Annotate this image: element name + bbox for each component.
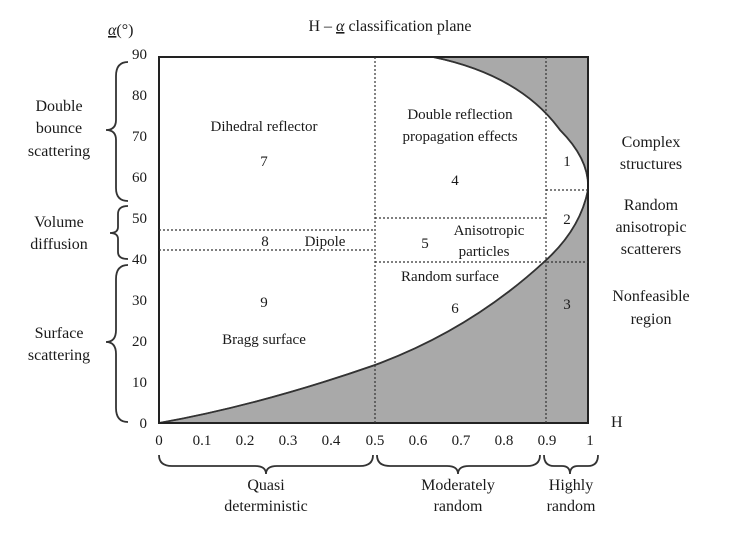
y-tick-30: 30 bbox=[132, 293, 147, 309]
zone-boundaries bbox=[159, 57, 588, 423]
brace-volume bbox=[109, 205, 129, 260]
moderate-line1: Moderately bbox=[421, 477, 495, 494]
diagram-title: H – α classification plane bbox=[308, 18, 471, 35]
volume-line1: Volume bbox=[34, 214, 83, 231]
left-braces bbox=[105, 61, 129, 423]
zone-6-name: Random surface bbox=[401, 269, 499, 285]
random-aniso-line2: anisotropic bbox=[615, 219, 686, 236]
y-tick-20: 20 bbox=[132, 334, 147, 350]
x-axis-label: H bbox=[611, 414, 623, 431]
bottom-group-labels: Quasi deterministic Moderately random Hi… bbox=[224, 477, 596, 515]
zone-8-name: Dipole bbox=[305, 234, 346, 250]
brace-moderate bbox=[376, 454, 541, 475]
x-tick-0-1: 0.1 bbox=[193, 433, 212, 449]
zone-7-number: 7 bbox=[260, 154, 268, 170]
zone-1-number: 1 bbox=[563, 154, 571, 170]
zone-4-number: 4 bbox=[451, 173, 459, 189]
volume-line2: diffusion bbox=[30, 236, 87, 253]
nonfeasible-region-shading bbox=[158, 56, 589, 424]
zone-4-line1: Double reflection bbox=[407, 107, 513, 123]
bottom-braces bbox=[158, 454, 599, 475]
x-tick-0-2: 0.2 bbox=[236, 433, 255, 449]
zone-6-number: 6 bbox=[451, 301, 459, 317]
surface-line2: scattering bbox=[28, 347, 90, 364]
y-axis-label: α(°) bbox=[108, 22, 133, 39]
y-tick-80: 80 bbox=[132, 88, 147, 104]
y-tick-90: 90 bbox=[132, 47, 147, 63]
x-tick-1: 1 bbox=[586, 433, 594, 449]
plot-frame bbox=[158, 56, 589, 424]
brace-highly bbox=[543, 454, 599, 475]
brace-surface bbox=[105, 264, 129, 423]
right-region-labels: Complex structures Random anisotropic sc… bbox=[612, 134, 689, 328]
zone-3-number: 3 bbox=[563, 297, 571, 313]
nonfeasible-line1: Nonfeasible bbox=[612, 288, 689, 305]
zone-9-name: Bragg surface bbox=[222, 332, 306, 348]
highly-line2: random bbox=[547, 498, 596, 515]
y-tick-labels: 0 10 20 30 40 50 60 70 80 90 bbox=[132, 47, 147, 432]
x-tick-0-8: 0.8 bbox=[495, 433, 514, 449]
zone-labels: Dihedral reflector 7 8 Dipole 9 Bragg su… bbox=[210, 107, 570, 348]
x-tick-0: 0 bbox=[155, 433, 163, 449]
y-tick-60: 60 bbox=[132, 170, 147, 186]
x-tick-0-7: 0.7 bbox=[452, 433, 471, 449]
x-tick-0-4: 0.4 bbox=[322, 433, 341, 449]
zone-4-line2: propagation effects bbox=[402, 129, 517, 145]
zone-8-number: 8 bbox=[261, 234, 269, 250]
nonfeasible-line2: region bbox=[631, 311, 672, 328]
moderate-line2: random bbox=[434, 498, 483, 515]
random-aniso-line3: scatterers bbox=[621, 241, 681, 258]
surface-line1: Surface bbox=[35, 325, 84, 342]
random-aniso-line1: Random bbox=[624, 197, 679, 214]
complex-line1: Complex bbox=[622, 134, 681, 151]
zone-7-name: Dihedral reflector bbox=[210, 119, 317, 135]
quasi-line2: deterministic bbox=[224, 498, 308, 515]
y-tick-70: 70 bbox=[132, 129, 147, 145]
quasi-line1: Quasi bbox=[247, 477, 285, 494]
zone-5-number: 5 bbox=[421, 236, 429, 252]
left-group-labels: Double bounce scattering Volume diffusio… bbox=[28, 98, 90, 364]
x-tick-labels: 0 0.1 0.2 0.3 0.4 0.5 0.6 0.7 0.8 0.9 1 bbox=[155, 433, 594, 449]
complex-line2: structures bbox=[620, 156, 682, 173]
x-tick-0-3: 0.3 bbox=[279, 433, 298, 449]
y-tick-50: 50 bbox=[132, 211, 147, 227]
y-tick-40: 40 bbox=[132, 252, 147, 268]
brace-quasi bbox=[158, 454, 374, 475]
zone-9-number: 9 bbox=[260, 295, 268, 311]
brace-double-bounce bbox=[105, 61, 129, 202]
highly-line1: Highly bbox=[549, 477, 593, 494]
x-tick-0-6: 0.6 bbox=[409, 433, 428, 449]
x-tick-0-9: 0.9 bbox=[538, 433, 557, 449]
zone-5-line2: particles bbox=[459, 244, 510, 260]
y-tick-10: 10 bbox=[132, 375, 147, 391]
double-bounce-line1: Double bbox=[35, 98, 82, 115]
zone-5-line1: Anisotropic bbox=[454, 223, 525, 239]
y-tick-0: 0 bbox=[140, 416, 148, 432]
x-tick-0-5: 0.5 bbox=[366, 433, 385, 449]
zone-2-number: 2 bbox=[563, 212, 571, 228]
double-bounce-line2: bounce bbox=[36, 120, 82, 137]
double-bounce-line3: scattering bbox=[28, 143, 90, 160]
